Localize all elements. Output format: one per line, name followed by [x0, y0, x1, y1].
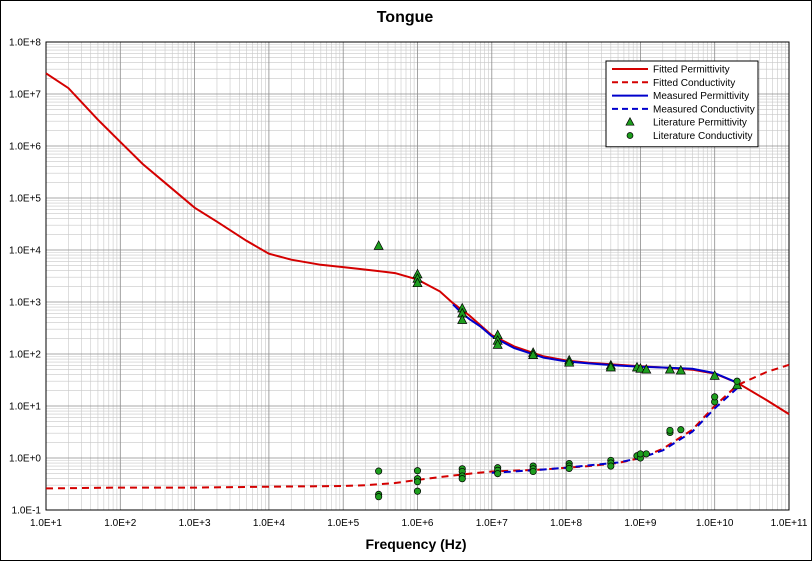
literature-conductivity-point — [666, 426, 674, 434]
y-tick-label: 1.0E+2 — [9, 350, 41, 361]
legend-label-literature-conductivity: Literature Conductivity — [653, 131, 753, 142]
literature-permittivity-point — [373, 240, 384, 250]
legend-label-measured-permittivity: Measured Permittivity — [653, 91, 749, 102]
legend-label-fitted-permittivity: Fitted Permittivity — [653, 65, 730, 76]
chart-title: Tongue — [377, 9, 434, 26]
x-tick-label: 1.0E+5 — [327, 518, 359, 529]
legend-swatch-literature-permittivity — [625, 116, 635, 126]
y-tick-label: 1.0E+3 — [9, 298, 41, 309]
y-tick-label: 1.0E+6 — [9, 142, 41, 153]
literature-permittivity-point — [457, 314, 468, 324]
literature-permittivity-point — [635, 363, 646, 373]
plot-border — [45, 41, 790, 511]
literature-conductivity-point — [607, 462, 615, 470]
literature-permittivity-point — [641, 363, 652, 374]
literature-conductivity-point — [677, 426, 685, 434]
literature-conductivity-point — [711, 393, 719, 401]
x-tick-label: 1.0E+8 — [550, 518, 582, 529]
literature-conductivity-point — [642, 450, 650, 458]
literature-permittivity-point — [412, 277, 423, 288]
tick-labels: 1.0E+1 1.0E+2 1.0E+3 1.0E+4 1.0E+5 1.0E+6 1.0E… — [9, 38, 808, 530]
y-tick-label: 1.0E-1 — [12, 506, 42, 517]
literature-permittivity-point — [528, 349, 539, 360]
legend-swatch-literature-conductivity — [626, 132, 634, 139]
literature-conductivity-point — [565, 464, 573, 472]
x-axis-label: Frequency (Hz) — [365, 536, 466, 552]
literature-permittivity-point — [492, 339, 503, 349]
x-tick-label: 1.0E+4 — [253, 518, 285, 529]
x-tick-label: 1.0E+7 — [476, 518, 508, 529]
y-tick-label: 1.0E+4 — [9, 246, 41, 257]
literature-conductivity-point — [413, 478, 422, 486]
literature-conductivity-point — [494, 470, 502, 478]
legend-label-literature-permittivity: Literature Permittivity — [653, 118, 747, 129]
literature-permittivity-point — [675, 364, 686, 375]
literature-permittivity-point — [664, 363, 676, 374]
y-tick-label: 1.0E+1 — [9, 402, 41, 413]
legend-label-measured-conductivity: Measured Conductivity — [653, 104, 755, 115]
series-layer — [45, 72, 790, 501]
y-tick-label: 1.0E+0 — [9, 454, 41, 465]
x-tick-label: 1.0E+2 — [104, 518, 136, 529]
literature-permittivity-point — [709, 370, 720, 380]
y-tick-label: 1.0E+7 — [9, 90, 41, 101]
literature-conductivity-point — [375, 493, 383, 501]
literature-permittivity-point — [605, 361, 616, 372]
literature-permittivity-point — [564, 356, 575, 367]
x-tick-label: 1.0E+3 — [179, 518, 211, 529]
literature-conductivity-point — [636, 450, 644, 458]
literature-conductivity-point — [375, 467, 383, 475]
literature-conductivity-point — [529, 467, 537, 476]
x-tick-label: 1.0E+11 — [771, 518, 808, 529]
y-tick-label: 1.0E+5 — [9, 194, 41, 205]
literature-conductivity-point — [458, 475, 466, 483]
legend: Fitted Permittivity Fitted Conductivity Me… — [605, 60, 759, 148]
literature-conductivity-point — [413, 467, 422, 475]
legend-label-fitted-conductivity: Fitted Conductivity — [653, 78, 735, 89]
literature-conductivity-point — [413, 487, 422, 495]
y-tick-label: 1.0E+8 — [9, 38, 41, 49]
x-tick-label: 1.0E+10 — [696, 518, 734, 529]
literature-conductivity-point — [733, 377, 741, 385]
x-tick-label: 1.0E+6 — [402, 518, 434, 529]
x-tick-label: 1.0E+1 — [30, 518, 62, 529]
x-tick-label: 1.0E+9 — [624, 518, 656, 529]
